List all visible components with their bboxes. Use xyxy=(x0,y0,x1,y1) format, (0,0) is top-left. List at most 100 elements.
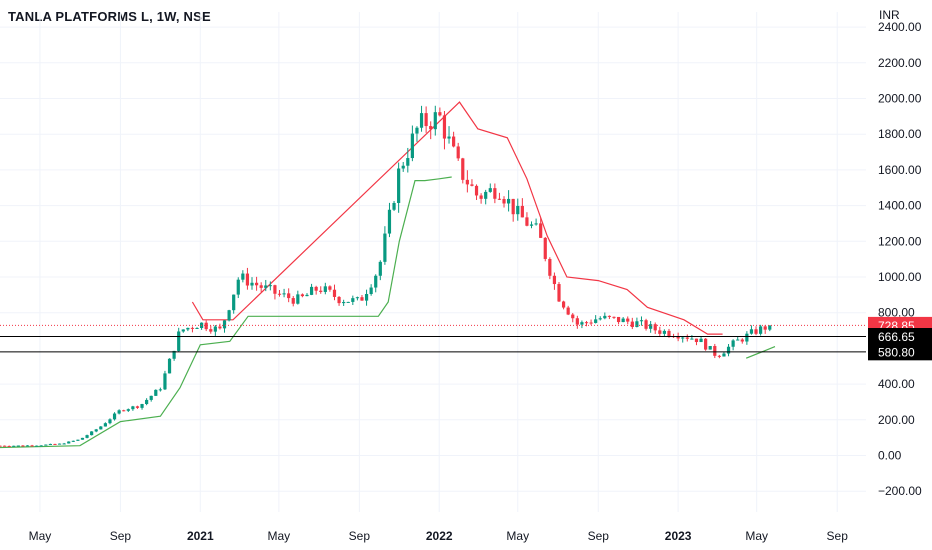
x-tick-label: Sep xyxy=(827,529,849,543)
candle-body xyxy=(630,321,634,328)
candle-body xyxy=(456,146,460,159)
candle-body xyxy=(112,413,117,420)
candle-body xyxy=(337,296,341,304)
candle-body xyxy=(218,326,222,329)
y-tick-label: 200.00 xyxy=(878,413,915,427)
candle-body xyxy=(433,112,437,130)
y-tick-label: 0.00 xyxy=(878,449,902,463)
candle-body xyxy=(282,293,286,295)
candle-body xyxy=(273,285,277,294)
x-axis: May Sep 2021 May Sep 2022 May Sep 2023 May Sep xyxy=(29,529,849,543)
candles xyxy=(0,105,772,447)
candle-body xyxy=(406,158,410,166)
candle-body xyxy=(140,404,144,408)
candle-body xyxy=(80,437,85,440)
candle-body xyxy=(44,444,48,446)
candle-body xyxy=(731,340,735,347)
candle-body xyxy=(346,301,350,303)
candle-body xyxy=(369,287,373,295)
x-tick-label: Sep xyxy=(588,529,610,543)
x-tick-label: 2022 xyxy=(426,529,453,543)
candle-body xyxy=(85,435,89,438)
x-tick-label: Sep xyxy=(349,529,371,543)
candle-body xyxy=(62,443,66,445)
candle-body xyxy=(254,282,259,286)
candle-body xyxy=(461,158,465,180)
candle-body xyxy=(186,327,190,330)
candle-body xyxy=(497,198,502,200)
candle-body xyxy=(131,406,135,410)
candle-body xyxy=(177,331,181,351)
candle-body xyxy=(699,338,703,343)
candle-body xyxy=(474,185,479,196)
candle-body xyxy=(754,329,758,334)
candle-body xyxy=(154,389,158,396)
y-tick-label: 2000.00 xyxy=(878,92,922,106)
candle-body xyxy=(351,298,355,302)
candle-body xyxy=(493,188,497,199)
candle-body xyxy=(305,294,309,297)
candle-body xyxy=(277,293,282,295)
candle-body xyxy=(635,321,639,328)
candle-body xyxy=(548,258,552,276)
candle-body xyxy=(397,168,401,203)
candle-body xyxy=(190,327,195,329)
candle-body xyxy=(7,445,11,447)
candle-body xyxy=(268,285,272,287)
candle-body xyxy=(736,339,740,341)
candle-body xyxy=(76,439,80,441)
candle-body xyxy=(749,329,754,334)
candle-body xyxy=(287,293,291,299)
candle-body xyxy=(566,307,570,315)
candle-body xyxy=(364,294,369,301)
candle-body xyxy=(561,301,566,308)
resistance-trail-line xyxy=(191,101,723,335)
support-trail-line-2 xyxy=(745,346,776,359)
candle-body xyxy=(470,184,474,186)
candle-body xyxy=(539,223,543,238)
candle-body xyxy=(378,261,382,276)
candle-body xyxy=(145,399,149,405)
candle-body xyxy=(616,316,621,323)
candle-body xyxy=(649,324,653,329)
candle-body xyxy=(319,290,323,292)
price-tag-label: 580.80 xyxy=(878,345,915,359)
y-axis: 2400.00 2200.00 2000.00 1800.00 1600.00 1400.… xyxy=(878,20,922,498)
y-tick-label: 2400.00 xyxy=(878,20,922,34)
candle-body xyxy=(589,322,593,324)
candle-body xyxy=(12,445,16,447)
candle-body xyxy=(511,198,515,215)
x-tick-label: May xyxy=(29,529,52,543)
y-tick-label: 1200.00 xyxy=(878,234,922,248)
candle-body xyxy=(172,350,176,359)
candle-body xyxy=(740,339,744,342)
candle-body xyxy=(658,330,662,334)
candle-body xyxy=(342,302,346,304)
candle-body xyxy=(708,346,712,350)
symbol-title: TANLA PLATFORMS L, 1W, NSE xyxy=(8,9,211,24)
y-tick-label: 1800.00 xyxy=(878,127,922,141)
candle-body xyxy=(309,286,314,295)
candle-body xyxy=(122,410,126,412)
candle-body xyxy=(241,273,245,280)
candle-body xyxy=(99,426,103,430)
candle-body xyxy=(323,286,327,292)
candle-body xyxy=(447,136,451,139)
candle-body xyxy=(557,284,561,302)
candle-body xyxy=(204,322,208,330)
candle-body xyxy=(488,188,492,192)
candle-body xyxy=(415,127,419,134)
candle-body xyxy=(644,320,648,329)
candle-body xyxy=(57,443,62,445)
candle-body xyxy=(690,338,694,340)
y-tick-label: 1600.00 xyxy=(878,163,922,177)
candle-body xyxy=(328,286,332,290)
candle-body xyxy=(209,329,213,332)
candle-body xyxy=(296,294,300,304)
candle-body xyxy=(529,224,534,226)
candle-body xyxy=(410,133,414,159)
candle-body xyxy=(387,209,392,234)
candle-body xyxy=(507,198,511,204)
candle-body xyxy=(676,336,680,339)
